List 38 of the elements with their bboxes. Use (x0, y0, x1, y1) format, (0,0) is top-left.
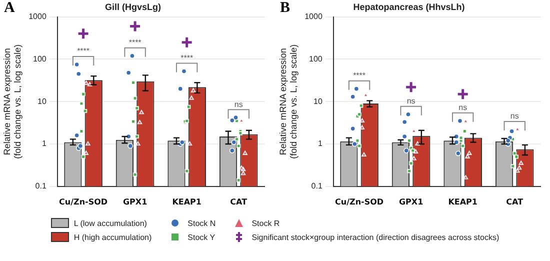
text: A (4, 0, 15, 17)
y-axis-title: Relative mRNA expression (fold change vs. L, log scale) (2, 44, 23, 159)
legend-label: Stock N (188, 218, 216, 228)
annotation: ns (458, 103, 468, 112)
y-tick-label: 1000 (28, 12, 47, 22)
legend-label: Stock R (252, 218, 280, 228)
y-tick-label: 1 (42, 139, 47, 148)
annotation: ns (234, 100, 243, 109)
x-tick-label: GPX1 (122, 197, 148, 206)
annotation: **** (180, 53, 194, 62)
chart-title: Hepatopancreas (HhvsLh) (353, 2, 465, 12)
legend-label: Stock Y (188, 232, 216, 242)
x-tick-label: Cu/Zn-SOD (59, 197, 108, 206)
x-tick-label: KEAP1 (172, 197, 202, 206)
legend-label: L (low accumulation) (74, 218, 147, 228)
y-tick-label: 100 (309, 54, 323, 64)
x-tick-label: KEAP1 (448, 197, 478, 206)
annotation: ns (510, 112, 519, 121)
y-tick-label: 100 (33, 54, 47, 64)
annotation: **** (128, 38, 142, 48)
y-tick-label: 0.1 (35, 182, 47, 191)
y-tick-label: 10 (313, 96, 323, 106)
annotation: ns (406, 96, 416, 106)
annotation: **** (353, 71, 366, 80)
text: B (280, 0, 290, 17)
annotation: **** (77, 46, 90, 56)
legend-label: Significant stock×group interaction (direction disagrees across stocks) (252, 232, 500, 242)
x-tick-label: GPX1 (398, 197, 424, 206)
x-tick-label: Cu/Zn-SOD (335, 197, 384, 206)
x-tick-label: CAT (506, 197, 524, 206)
y-tick-label: 1000 (304, 12, 323, 22)
legend-label: H (high accumulation) (74, 232, 152, 242)
y-axis-title: Relative mRNA expression (fold change vs. L, log scale) (278, 44, 299, 159)
y-tick-label: 0.1 (311, 182, 323, 191)
y-tick-label: 1 (318, 139, 323, 148)
x-tick-label: CAT (230, 197, 248, 206)
chart-title: Gill (HgvsLg) (105, 2, 161, 12)
y-tick-label: 10 (37, 96, 47, 106)
